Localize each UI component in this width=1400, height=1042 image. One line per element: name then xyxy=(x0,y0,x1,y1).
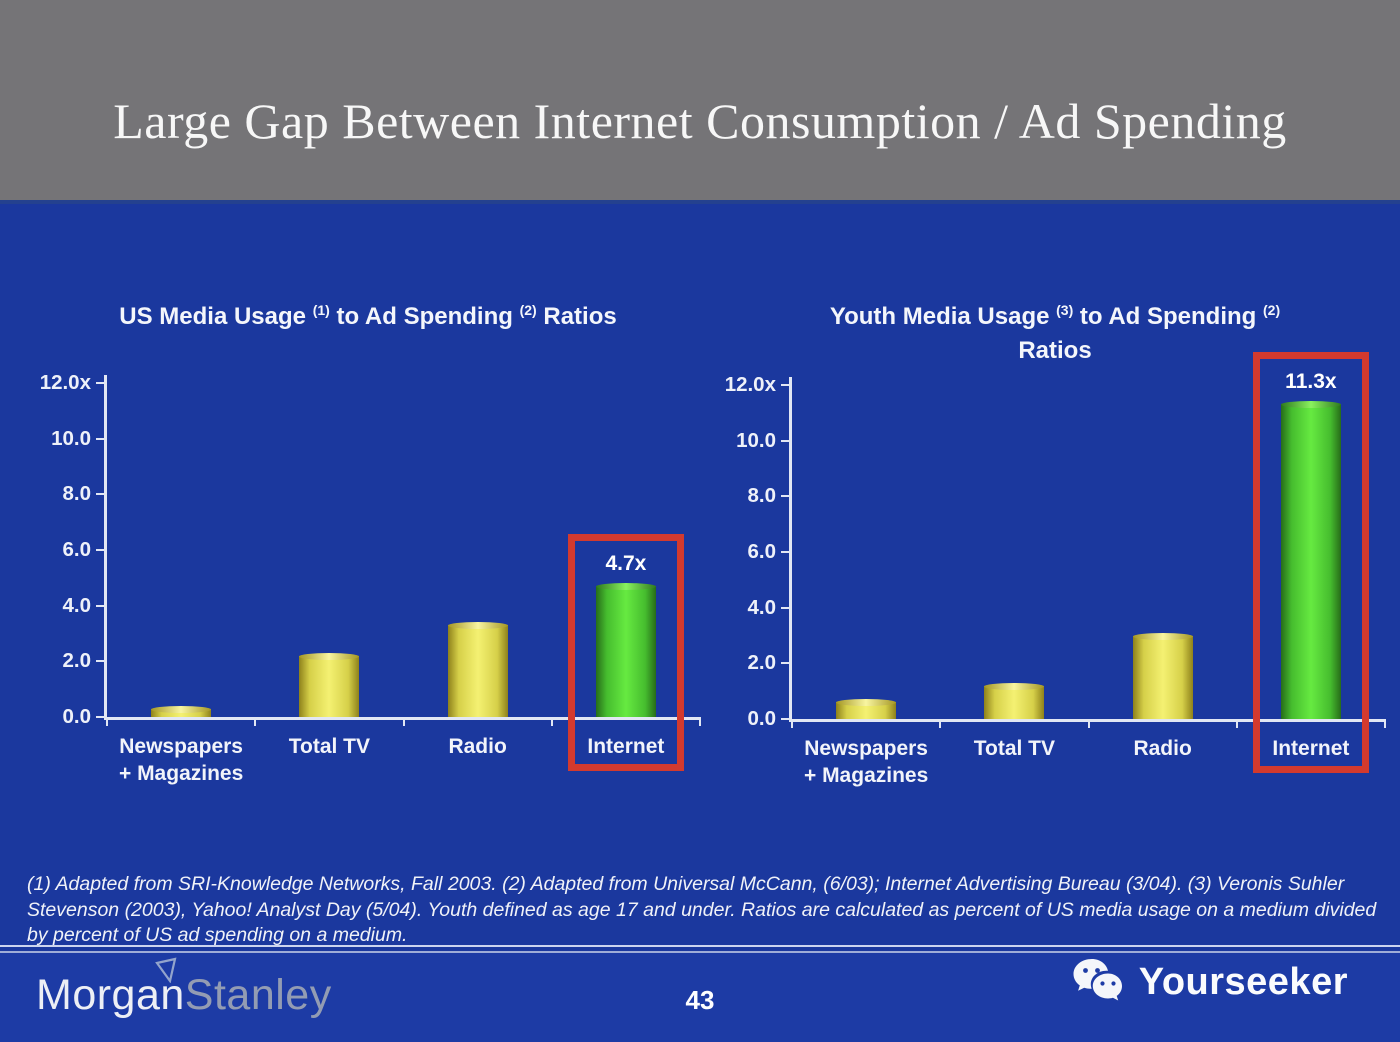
x-tick-mark xyxy=(106,717,108,726)
footnote: (1) Adapted from SRI-Knowledge Networks,… xyxy=(27,873,1377,946)
y-tick-label: 12.0x xyxy=(39,371,91,394)
morgan-stanley-triangle-icon xyxy=(155,957,177,983)
footer-band: MorganStanley 43 Yourseeker xyxy=(0,953,1400,1042)
bar-internet xyxy=(595,583,656,717)
y-tick-label: 2.0 xyxy=(747,651,777,675)
bar-total-tv xyxy=(299,652,360,717)
page-number: 43 xyxy=(685,985,715,1015)
y-tick-mark xyxy=(96,660,106,663)
y-tick-mark xyxy=(96,716,106,718)
x-tick-mark xyxy=(939,719,942,728)
y-tick-label: 10.0 xyxy=(51,426,91,450)
y-tick-mark xyxy=(96,549,106,551)
x-tick-mark xyxy=(402,717,405,726)
x-tick-mark xyxy=(550,717,553,726)
youth-chart-title: Youth Media Usage (3) to Ad Spending (2)… xyxy=(829,302,1281,364)
bar-total-tv xyxy=(984,682,1045,719)
y-tick-mark xyxy=(96,437,106,440)
y-tick-mark xyxy=(781,551,791,553)
category-label: Total TV xyxy=(288,735,371,758)
y-tick-label: 10.0 xyxy=(736,428,776,452)
y-tick-label: 0.0 xyxy=(62,705,92,728)
bar-value-label: 11.3x xyxy=(1285,370,1337,394)
slide-title: Large Gap Between Internet Consumption /… xyxy=(113,93,1287,149)
y-tick-mark xyxy=(96,493,106,496)
brand-word-stanley: Stanley xyxy=(184,971,332,1019)
watermark-text: Yourseeker xyxy=(1138,960,1348,1003)
y-tick-mark xyxy=(781,606,791,609)
x-tick-mark xyxy=(791,719,793,728)
watermark: Yourseeker xyxy=(1071,957,1348,1007)
bar-value-label: 4.7x xyxy=(605,552,647,576)
x-tick-mark xyxy=(1235,719,1238,728)
category-label: Newspapers + Magazines xyxy=(803,737,929,787)
x-tick-mark xyxy=(254,717,257,726)
y-tick-label: 4.0 xyxy=(62,593,92,617)
y-tick-label: 6.0 xyxy=(62,538,92,561)
bar-newspapers-magazines xyxy=(836,699,897,719)
wechat-icon xyxy=(1073,959,1122,1001)
y-tick-mark xyxy=(781,662,791,665)
y-tick-mark xyxy=(96,604,106,607)
y-tick-mark xyxy=(96,382,106,384)
category-label: Radio xyxy=(448,735,507,758)
y-tick-label: 8.0 xyxy=(62,482,92,506)
bar-radio xyxy=(447,622,508,717)
y-tick-label: 2.0 xyxy=(62,649,92,673)
y-tick-mark xyxy=(781,495,791,498)
y-tick-label: 6.0 xyxy=(747,540,777,563)
us-chart-title: US Media Usage (1) to Ad Spending (2) Ra… xyxy=(119,302,617,330)
x-tick-mark xyxy=(1087,719,1090,728)
footer-divider xyxy=(0,945,1400,953)
category-label: Total TV xyxy=(973,737,1056,760)
y-tick-mark xyxy=(781,718,791,720)
bar-newspapers-magazines xyxy=(151,705,212,717)
category-label: Newspapers + Magazines xyxy=(118,735,244,785)
highlight-red-box xyxy=(1252,352,1369,773)
brand-word-morgan: Morgan xyxy=(36,971,185,1019)
bar-internet xyxy=(1280,401,1341,719)
bar-radio xyxy=(1132,632,1193,719)
header-band: Large Gap Between Internet Consumption /… xyxy=(0,0,1400,204)
y-tick-label: 8.0 xyxy=(747,484,777,508)
x-tick-mark xyxy=(699,717,701,726)
y-tick-label: 0.0 xyxy=(747,707,777,730)
x-tick-mark xyxy=(1384,719,1386,728)
us-chart-axes xyxy=(104,375,700,720)
morgan-stanley-logo: MorganStanley xyxy=(36,957,332,1027)
youth-chart-axes xyxy=(789,377,1385,722)
category-label: Radio xyxy=(1133,737,1192,760)
y-tick-label: 4.0 xyxy=(747,595,777,619)
category-label: Internet xyxy=(587,735,665,758)
y-tick-label: 12.0x xyxy=(724,373,776,396)
highlight-red-box xyxy=(567,534,684,771)
category-label: Internet xyxy=(1272,737,1350,760)
y-tick-mark xyxy=(781,384,791,386)
y-tick-mark xyxy=(781,439,791,442)
